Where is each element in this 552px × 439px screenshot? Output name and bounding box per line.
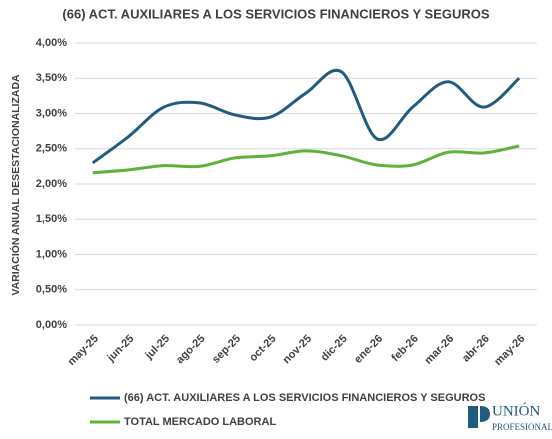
x-tick-label: oct-25 bbox=[247, 333, 278, 364]
series-line bbox=[91, 68, 521, 165]
x-tick-label: may-25 bbox=[66, 333, 101, 368]
y-tick-label: 2,00% bbox=[36, 178, 67, 190]
x-tick-label: ene-26 bbox=[352, 333, 385, 366]
x-tick-label: jun-25 bbox=[104, 333, 136, 365]
x-tick-label: may-26 bbox=[492, 333, 527, 368]
logo-icon bbox=[468, 406, 490, 428]
logo-text: UNIÓN bbox=[492, 402, 540, 419]
legend-label: (66) ACT. AUXILIARES A LOS SERVICIOS FIN… bbox=[124, 392, 485, 404]
x-tick-label: ago-25 bbox=[174, 333, 208, 367]
y-axis-label: VARIACIÓN ANUAL DESESTACIONALIZADA bbox=[9, 74, 22, 296]
chart-title: (66) ACT. AUXILIARES A LOS SERVICIOS FIN… bbox=[62, 6, 489, 21]
y-tick-label: 0,50% bbox=[36, 284, 67, 296]
x-tick-label: feb-26 bbox=[389, 333, 420, 364]
logo-text: PROFESIONAL bbox=[492, 422, 552, 432]
y-tick-label: 2,50% bbox=[36, 143, 67, 155]
y-tick-label: 3,00% bbox=[36, 107, 67, 119]
y-tick-label: 1,50% bbox=[36, 213, 67, 225]
y-tick-label: 3,50% bbox=[36, 72, 67, 84]
x-tick-label: nov-25 bbox=[281, 333, 315, 367]
y-tick-label: 0,00% bbox=[36, 319, 67, 331]
y-tick-label: 4,00% bbox=[36, 37, 67, 49]
x-tick-label: mar-26 bbox=[422, 333, 456, 367]
legend-label: TOTAL MERCADO LABORAL bbox=[124, 416, 276, 428]
series-line bbox=[92, 144, 520, 175]
x-tick-label: abr-26 bbox=[460, 333, 492, 365]
y-tick-label: 1,00% bbox=[36, 248, 67, 260]
x-tick-label: jul-25 bbox=[143, 333, 173, 363]
x-tick-label: dic-25 bbox=[319, 333, 350, 364]
x-tick-label: sep-25 bbox=[210, 333, 243, 366]
